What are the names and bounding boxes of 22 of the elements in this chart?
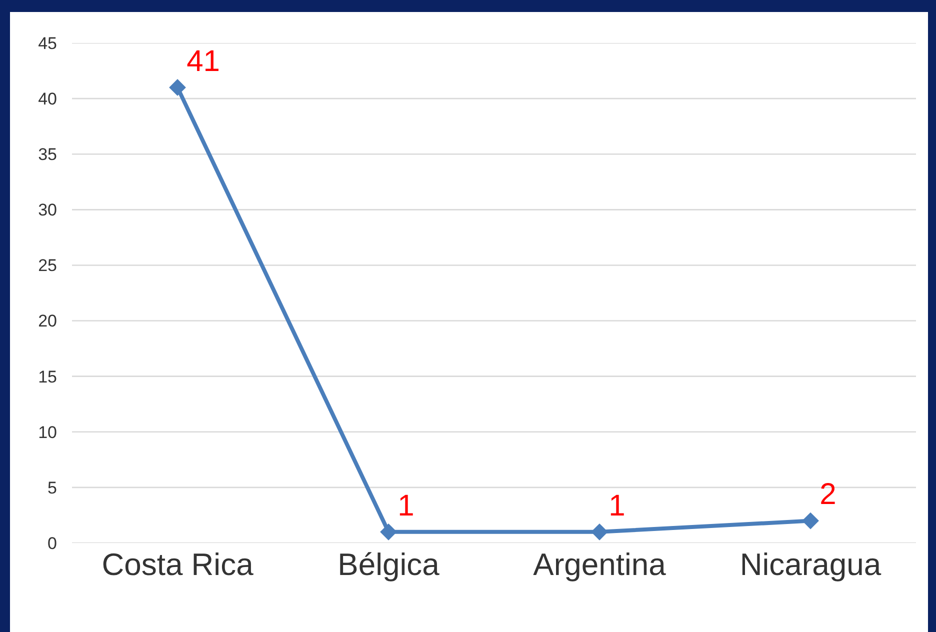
y-tick-label: 40 xyxy=(38,90,57,109)
y-tick-label: 35 xyxy=(38,145,57,164)
y-tick-label: 0 xyxy=(48,534,57,553)
data-label: 41 xyxy=(186,44,220,78)
x-tick-label: Argentina xyxy=(533,547,667,582)
data-label: 1 xyxy=(608,489,626,522)
y-tick-label: 45 xyxy=(38,34,57,53)
y-tick-label: 20 xyxy=(38,312,57,331)
data-label: 2 xyxy=(820,478,836,512)
y-tick-label: 5 xyxy=(48,478,57,498)
y-tick-label: 10 xyxy=(38,422,57,442)
data-label: 1 xyxy=(398,489,414,522)
point xyxy=(380,523,397,540)
x-tick-label: Bélgica xyxy=(338,547,440,582)
y-tick-label: 25 xyxy=(38,256,57,276)
x-tick-label: Costa Rica xyxy=(102,547,254,582)
x-tick-label: Nicaragua xyxy=(740,547,882,582)
point xyxy=(591,523,608,540)
y-tick-label: 15 xyxy=(38,367,57,386)
y-tick-label: 30 xyxy=(38,200,57,220)
point xyxy=(169,78,186,96)
point xyxy=(802,512,819,530)
